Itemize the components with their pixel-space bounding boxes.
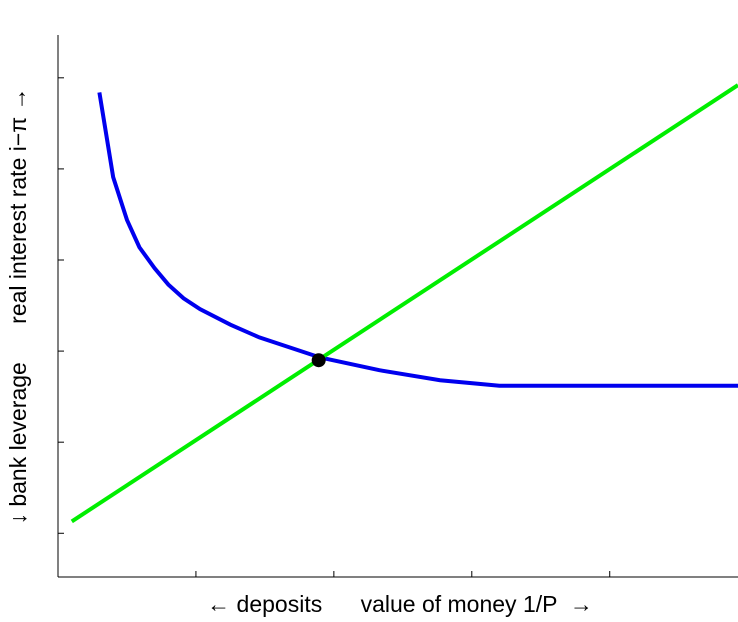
- x-axis-label: ← deposits value of money 1/P →: [207, 591, 593, 617]
- equilibrium-point: [311, 353, 326, 368]
- y-axis-label: ↓ bank leverage real interest rate i−π →: [5, 87, 31, 524]
- line: [70, 83, 738, 524]
- line: [97, 92, 738, 388]
